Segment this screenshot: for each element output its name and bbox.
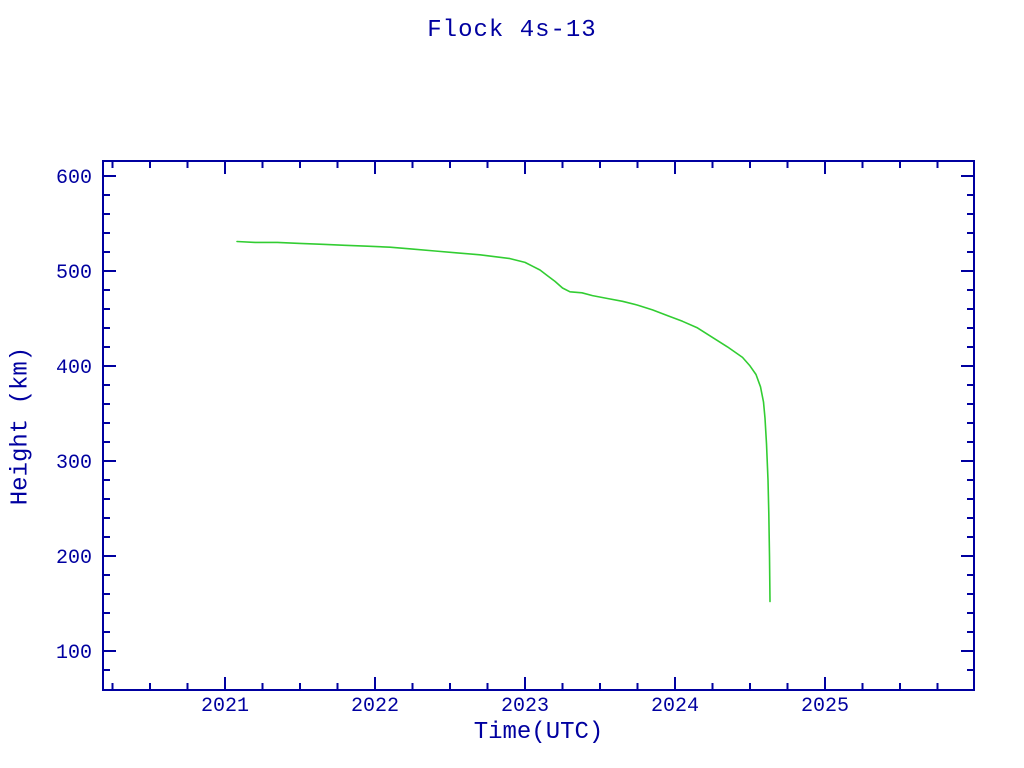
- x-tick-label: 2023: [501, 695, 549, 718]
- y-tick-label: 500: [56, 262, 92, 285]
- y-tick-label: 300: [56, 452, 92, 475]
- x-axis-label: Time(UTC): [473, 719, 604, 746]
- x-tick-label: 2022: [351, 695, 399, 718]
- x-tick-label: 2025: [801, 695, 849, 718]
- x-tick-label: 2024: [651, 695, 699, 718]
- plot-frame: [102, 160, 975, 691]
- x-tick-label: 2021: [201, 695, 249, 718]
- y-tick-label: 200: [56, 547, 92, 570]
- y-tick-label: 400: [56, 357, 92, 380]
- y-tick-label: 100: [56, 642, 92, 665]
- chart-title: Flock 4s-13: [427, 17, 597, 44]
- y-axis-label: Height (km): [7, 346, 35, 506]
- y-tick-label: 600: [56, 167, 92, 190]
- series-orbit-height: [236, 240, 771, 603]
